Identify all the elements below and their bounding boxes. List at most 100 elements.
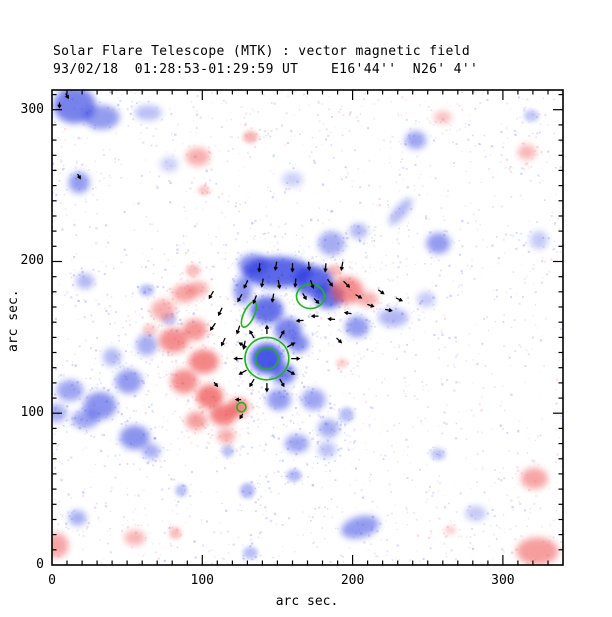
flux-blob-negative xyxy=(286,469,302,482)
vector-arrow xyxy=(220,337,226,347)
vector-arrow xyxy=(270,293,275,303)
flux-blob-negative xyxy=(242,546,258,559)
flux-blob-positive xyxy=(242,130,258,144)
x-tick-label: 0 xyxy=(48,573,56,588)
vector-arrow xyxy=(237,294,243,303)
flux-blob-negative xyxy=(426,232,451,254)
plot-title: Solar Flare Telescope (MTK) : vector mag… xyxy=(53,44,471,59)
x-tick-label: 200 xyxy=(340,573,365,588)
flux-blob-negative xyxy=(136,334,158,356)
flux-blob-negative xyxy=(103,348,122,367)
vector-arrow xyxy=(65,93,69,100)
flux-blob-negative xyxy=(115,369,143,394)
vector-arrow xyxy=(260,278,265,288)
vector-arrow xyxy=(295,318,304,323)
flux-blob-positive xyxy=(357,291,379,307)
vector-arrow xyxy=(243,280,249,289)
vector-arrow xyxy=(302,293,307,301)
vector-arrow xyxy=(273,261,278,271)
field-contour xyxy=(236,401,247,413)
contours xyxy=(236,283,326,413)
flux-blob-negative xyxy=(318,442,336,458)
flux-blob-negative xyxy=(378,308,409,327)
vector-arrow xyxy=(239,413,244,420)
vector-arrow xyxy=(238,342,247,348)
flux-blob-negative xyxy=(68,172,90,194)
flux-blob-negative xyxy=(71,410,99,429)
x-axis-label: arc sec. xyxy=(275,594,339,609)
flux-blob-positive xyxy=(142,323,158,336)
vector-arrow xyxy=(310,280,315,290)
vector-arrow xyxy=(307,261,312,272)
vector-arrow xyxy=(385,308,393,313)
vector-arrow xyxy=(378,289,385,295)
vector-arrow xyxy=(57,102,62,109)
flux-blob-negative xyxy=(250,296,284,324)
flux-blob-negative xyxy=(238,253,269,276)
vector-arrow xyxy=(355,294,363,299)
vector-arrow xyxy=(235,325,241,335)
flux-blob-negative xyxy=(530,231,548,250)
vector-arrow xyxy=(252,295,257,305)
y-tick-labels: 0 100 200 300 xyxy=(6,90,46,572)
flux-blob-negative xyxy=(288,334,309,353)
flux-blob-positive xyxy=(187,281,209,297)
flux-blob-positive xyxy=(516,537,559,565)
y-tick-label: 200 xyxy=(20,253,44,269)
vector-arrow xyxy=(249,329,255,339)
vector-arrow xyxy=(77,173,81,180)
flux-blob-negative xyxy=(389,198,413,225)
flux-blob-positive xyxy=(185,264,201,277)
flux-blob-positive xyxy=(188,349,219,374)
flux-blob-positive xyxy=(197,185,210,195)
vector-arrow xyxy=(336,337,343,344)
vector-arrow xyxy=(264,383,269,393)
vector-arrow xyxy=(234,397,242,402)
flux-blob-negative xyxy=(119,425,150,450)
vector-arrow xyxy=(313,298,320,305)
flux-blob-positive xyxy=(517,144,536,160)
plot-area xyxy=(51,89,564,566)
axes-frame xyxy=(51,89,564,566)
flux-blobs xyxy=(52,90,559,565)
vector-arrow xyxy=(257,263,262,273)
vector-arrow xyxy=(395,297,404,302)
vector-arrow xyxy=(249,378,255,388)
vector-arrow xyxy=(208,290,214,300)
vector-arrow xyxy=(343,311,352,315)
vector-arrow xyxy=(279,378,285,388)
vector-arrows xyxy=(57,93,404,420)
flux-blob-negative xyxy=(465,505,487,521)
flux-blob-positive xyxy=(217,428,236,444)
flux-blob-negative xyxy=(405,131,427,150)
flux-blob-positive xyxy=(330,276,364,304)
vector-arrow xyxy=(213,382,219,388)
flux-blob-positive xyxy=(196,384,224,409)
vector-arrow xyxy=(209,323,216,331)
plot-svg xyxy=(51,89,564,566)
vector-arrow xyxy=(343,280,351,288)
field-contour xyxy=(295,283,326,310)
flux-blob-negative xyxy=(285,434,309,453)
flux-blob-negative xyxy=(83,105,120,130)
vector-arrow xyxy=(367,303,375,308)
field-contour xyxy=(244,336,290,381)
y-tick-label: 100 xyxy=(20,405,44,421)
flux-blob-negative xyxy=(301,389,326,411)
flux-blob-negative xyxy=(56,379,84,402)
vector-arrow xyxy=(323,263,328,273)
vector-arrow xyxy=(242,340,247,350)
flux-blob-negative xyxy=(239,483,255,499)
flux-blob-negative xyxy=(142,443,161,459)
y-tick-label: 0 xyxy=(36,557,44,572)
flux-blob-positive xyxy=(52,533,69,558)
flux-blob-negative xyxy=(523,109,539,122)
vector-arrow xyxy=(233,356,243,361)
flux-blob-positive xyxy=(327,264,343,277)
y-axis-label: arc sec. xyxy=(6,289,21,352)
flux-blob-positive xyxy=(169,527,182,540)
flux-blob-negative xyxy=(341,515,380,539)
flux-blob-negative xyxy=(139,284,155,297)
flux-blob-negative xyxy=(417,291,436,307)
